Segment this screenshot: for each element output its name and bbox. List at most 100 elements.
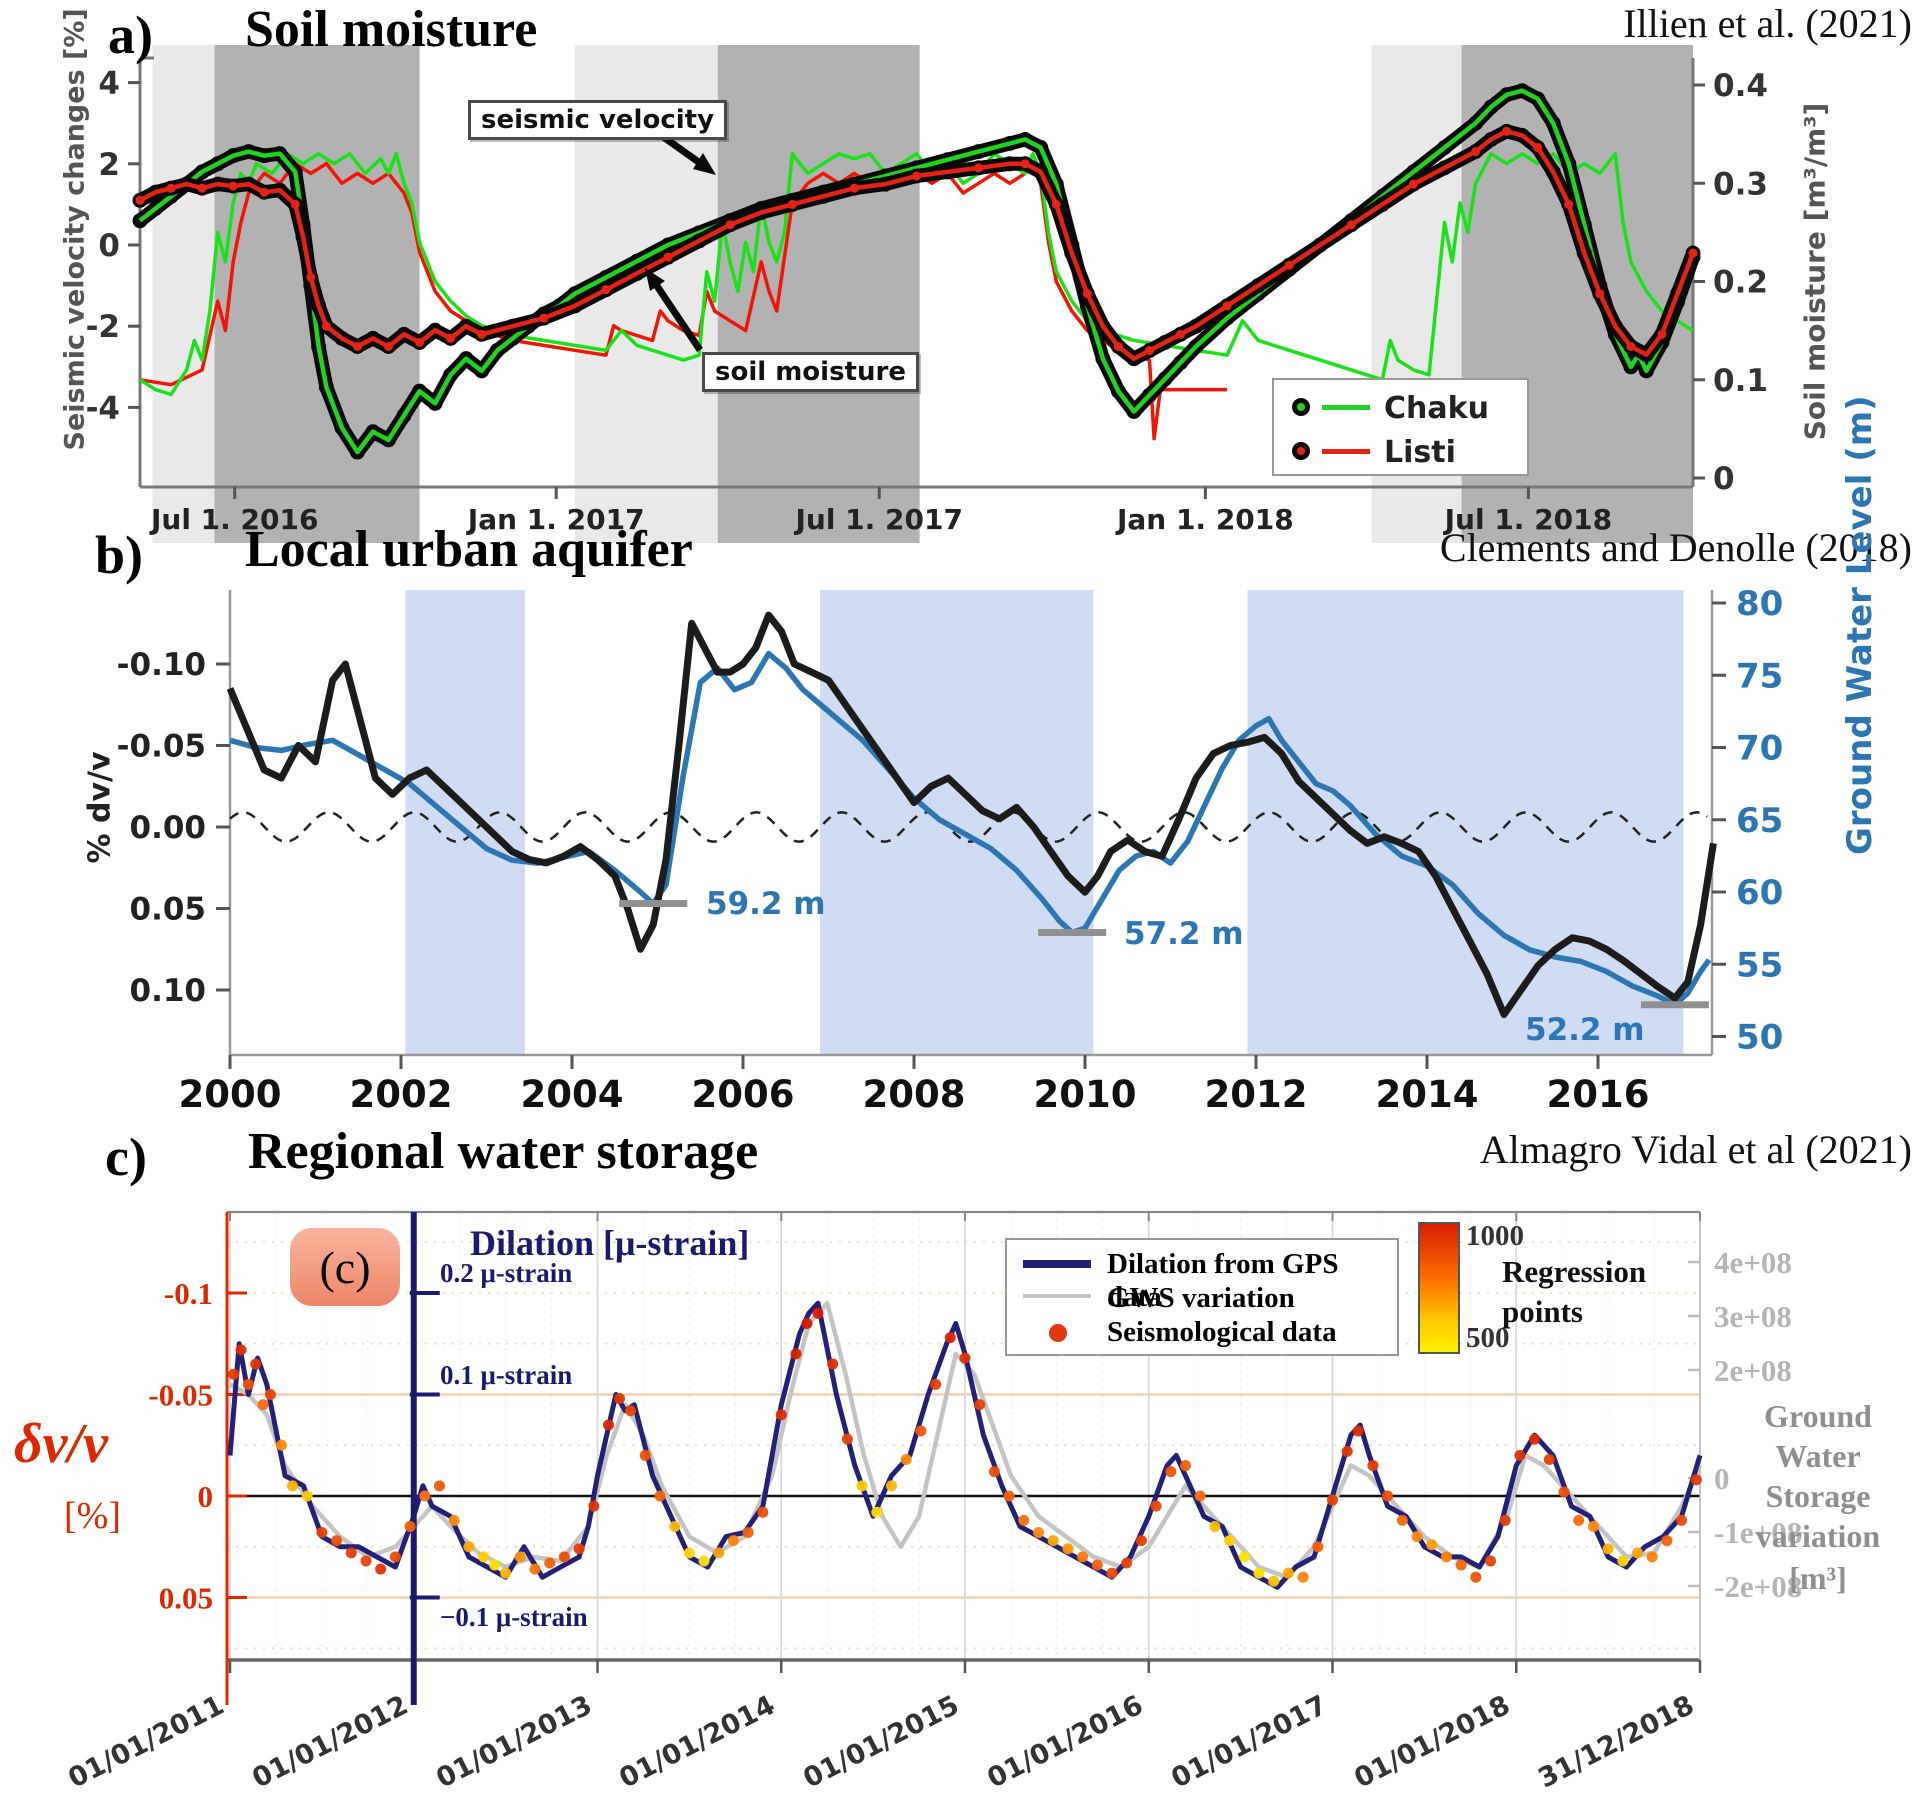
panel-b-right-tick-label: 70 <box>1736 729 1783 769</box>
panel-a-right-tick-label: 0.1 <box>1713 363 1768 399</box>
seismological-data-point <box>573 1543 585 1555</box>
panel-a-x-tick-label: Jan 1. 2018 <box>1115 503 1294 536</box>
seismological-data-point <box>228 1368 240 1380</box>
gws-label-line-1: Ground <box>1764 1398 1872 1434</box>
seismological-data-point <box>742 1527 754 1539</box>
seismological-data-point <box>588 1500 600 1512</box>
panel-b-left-tick-label: 0.00 <box>130 810 207 846</box>
legend-item-listi: Listi <box>1274 432 1527 472</box>
seismological-data-point <box>489 1559 501 1571</box>
seismological-data-point <box>988 1466 1000 1478</box>
seismological-data-point <box>529 1563 541 1575</box>
seismological-data-point <box>404 1520 416 1532</box>
seismological-data-point <box>639 1449 651 1461</box>
panel-b-right-tick-label: 75 <box>1736 656 1783 696</box>
panel-c-badge: (c) <box>290 1228 400 1306</box>
seismological-data-point <box>1238 1551 1250 1563</box>
seismological-data-point <box>1676 1514 1688 1526</box>
seismological-data-point <box>900 1453 912 1465</box>
panel-b-x-tick-label: 2006 <box>692 1073 795 1116</box>
seismological-data-point <box>448 1514 460 1526</box>
recharge-band <box>1247 590 1684 1055</box>
panel-c-left-tick-label: -0.05 <box>148 1378 213 1413</box>
seismological-data-point <box>1077 1551 1089 1563</box>
seismological-data-point <box>1003 1490 1015 1502</box>
seismological-data-point <box>235 1344 247 1356</box>
seismological-data-point <box>1194 1490 1206 1502</box>
seismological-data-point <box>1367 1460 1379 1472</box>
seismological-data-point <box>1018 1514 1030 1526</box>
legend-label: Chaku <box>1384 391 1489 426</box>
seismic-velocity-arrow <box>659 133 703 166</box>
seismological-data-point <box>757 1506 769 1518</box>
seismological-data-point <box>389 1551 401 1563</box>
seismological-data-point <box>856 1480 868 1492</box>
soil-moisture-arrow <box>654 284 703 352</box>
panel-a-right-tick-label: 0.3 <box>1713 166 1768 202</box>
panel-a-x-tick-label: Jul 1. 2018 <box>1443 503 1613 536</box>
seismological-data-point <box>433 1480 445 1492</box>
panel-a-right-tick-label: 0 <box>1713 461 1735 497</box>
panel-a-right-tick-label: 0.4 <box>1713 68 1768 104</box>
seismological-data-point <box>1646 1551 1658 1563</box>
seismological-data-point <box>250 1358 262 1370</box>
legend-item-2: Seismological data <box>1007 1316 1397 1348</box>
seismological-data-point <box>841 1433 853 1445</box>
seismological-data-point <box>1455 1559 1467 1571</box>
panel-c-right-tick-label: 0 <box>1714 1461 1730 1496</box>
seismological-data-point <box>930 1378 942 1390</box>
recharge-band <box>405 590 525 1055</box>
panel-c-right-tick-label: 3e+08 <box>1714 1299 1792 1334</box>
panel-a-right-axis-title: Soil moisture [m³/m³] <box>1798 102 1832 441</box>
panel-b-right-tick-label: 65 <box>1736 801 1783 841</box>
panel-b-left-tick-label: 0.10 <box>130 973 207 1009</box>
panel-a-citation: Illien et al. (2021) <box>1623 1 1912 46</box>
seismological-data-point <box>463 1541 475 1553</box>
panel-a-left-tick-label: 2 <box>98 147 120 183</box>
seismological-data-point <box>974 1399 986 1411</box>
panel-a-x-tick-label: Jan 1. 2017 <box>466 503 645 536</box>
colorbar-top-label: 1000 <box>1466 1220 1524 1252</box>
seismological-data-point <box>1135 1535 1147 1547</box>
seismological-data-point <box>614 1393 626 1405</box>
panel-b-x-tick-label: 2002 <box>350 1073 453 1116</box>
seismological-data-point <box>827 1358 839 1370</box>
seismological-data-point <box>669 1520 681 1532</box>
panel-b-left-tick-label: -0.10 <box>117 647 206 683</box>
seismological-data-point <box>1297 1571 1309 1583</box>
legend-dot-icon <box>1049 1324 1067 1342</box>
seismological-data-point <box>514 1551 526 1563</box>
seismological-data-point <box>1268 1575 1280 1587</box>
seismological-data-point <box>1062 1543 1074 1555</box>
legend-label: Listi <box>1384 435 1456 470</box>
panel-b-x-tick-label: 2010 <box>1034 1073 1137 1116</box>
seismological-data-point <box>871 1506 883 1518</box>
legend-line-swatch <box>1023 1294 1091 1298</box>
seismological-data-point <box>886 1480 897 1492</box>
seismological-data-point <box>257 1399 269 1411</box>
legend-marker-core-icon <box>1297 403 1305 411</box>
panel-b-left-axis-title: % dv/v <box>82 751 118 864</box>
seismological-data-point <box>1382 1490 1394 1502</box>
legend-line-swatch <box>1322 405 1370 410</box>
panel-b-right-tick-label: 60 <box>1736 873 1783 913</box>
panel-c-right-tick-label: 2e+08 <box>1714 1353 1792 1388</box>
panel-a-left-tick-label: 4 <box>98 66 120 102</box>
panel-b-x-tick-label: 2014 <box>1376 1073 1479 1116</box>
seismological-data-point <box>1558 1486 1570 1498</box>
seismological-data-point <box>286 1480 298 1492</box>
seismological-data-point <box>1209 1520 1221 1532</box>
panel-a-left-tick-label: -4 <box>86 390 120 426</box>
seismological-data-point <box>1047 1535 1059 1547</box>
seismological-data-point <box>264 1389 276 1400</box>
panel-b-x-tick-label: 2012 <box>1205 1073 1308 1116</box>
seismological-data-point <box>1529 1433 1541 1445</box>
annotation-soil-moisture: soil moisture <box>702 352 919 392</box>
seismological-data-point <box>1165 1466 1177 1478</box>
panel-b-right-axis-title: Ground Water Level (m) <box>1840 395 1880 855</box>
seismological-data-point <box>375 1563 387 1575</box>
inner-axis-title: Dilation [μ-strain] <box>470 1223 750 1263</box>
panel-a-label: a) <box>108 5 153 65</box>
panel-c-left-axis-unit: [%] <box>64 1495 121 1537</box>
panel-c-title: Regional water storage <box>248 1123 759 1180</box>
